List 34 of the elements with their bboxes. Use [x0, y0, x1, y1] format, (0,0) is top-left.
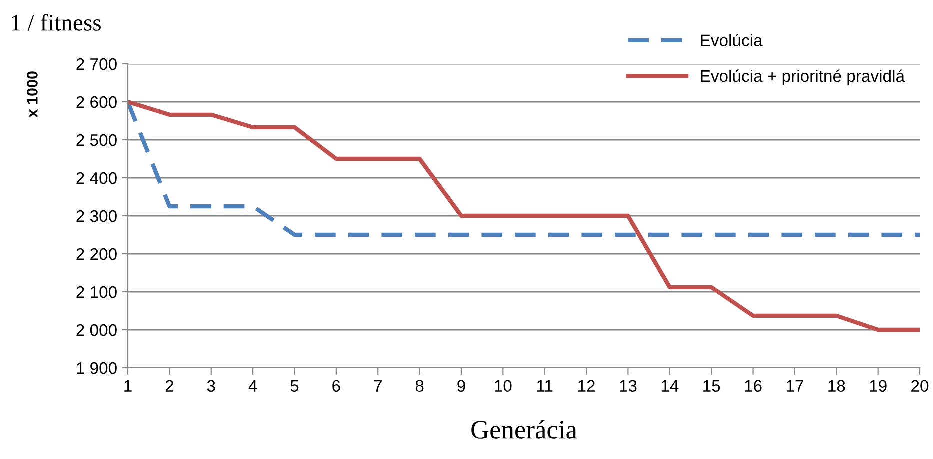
- y-tick-label: 2 500: [76, 134, 117, 146]
- x-tick-label: 3: [207, 380, 216, 392]
- x-tick-label: 5: [290, 380, 299, 392]
- x-tick-label: 7: [374, 380, 382, 392]
- x-tick-label: 20: [912, 380, 929, 392]
- x-tick-label: 18: [828, 380, 846, 392]
- x-tick-label: 15: [704, 380, 720, 392]
- legend-label: Evolúcia: [701, 34, 763, 46]
- y-tick-label: 2 400: [76, 172, 117, 184]
- y-tick-label: 1 900: [77, 362, 117, 374]
- x-tick-label: 2: [166, 380, 174, 392]
- x-tick-label: 16: [745, 380, 762, 392]
- x-tick-label: 14: [662, 380, 679, 392]
- x-tick-label: 9: [458, 380, 466, 392]
- x-tick-label: 12: [578, 380, 595, 392]
- x-tick-label: 19: [870, 380, 887, 392]
- y-tick-label: 2 600: [76, 96, 117, 108]
- legend-label: Evolúcia + prioritné pravidlá: [701, 70, 906, 86]
- y-tick-label: 2 300: [76, 210, 117, 222]
- x-tick-label: 13: [620, 380, 637, 392]
- y-tick-label: 2 100: [76, 286, 117, 298]
- x-tick-label: 8: [416, 380, 424, 392]
- x-tick-label: 10: [495, 380, 512, 392]
- y-tick-label: 2 700: [76, 58, 117, 70]
- y-tick-label: 2 000: [76, 324, 117, 336]
- y-tick-label: 2 200: [76, 248, 117, 260]
- y-axis-title: x 1000: [27, 72, 38, 118]
- x-tick-label: 11: [537, 380, 553, 392]
- x-tick-label: 6: [332, 380, 340, 392]
- chart-title: 1 / fitness: [12, 14, 101, 31]
- x-tick-label: 17: [786, 380, 804, 392]
- x-tick-label: 4: [248, 380, 258, 392]
- x-tick-label: 1: [124, 380, 132, 392]
- x-axis-title: Generácia: [472, 420, 578, 439]
